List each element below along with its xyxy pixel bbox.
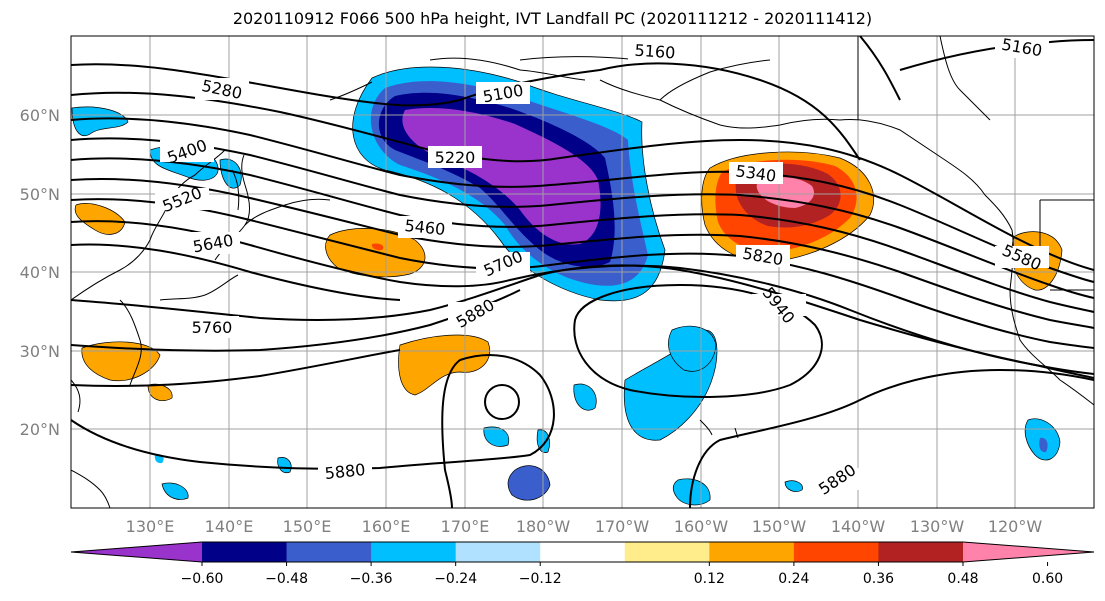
colorbar-segment bbox=[709, 542, 795, 562]
lon-label: 140°W bbox=[831, 517, 886, 536]
colorbar-tick-label: −0.12 bbox=[519, 571, 562, 587]
colorbar-tick-label: 0.12 bbox=[694, 571, 725, 587]
colorbar-tick-label: 0.48 bbox=[947, 571, 978, 587]
colorbar-tick-label: −0.60 bbox=[181, 571, 224, 587]
colorbar-segment bbox=[371, 542, 457, 562]
longitude-labels: 130°E 140°E 150°E 160°E 170°E 180°W 170°… bbox=[126, 517, 1043, 536]
lon-label: 160°E bbox=[362, 517, 411, 536]
colorbar: −0.60 −0.48 −0.36 −0.24 −0.12 0.12 0.24 0.36 0.4… bbox=[70, 541, 1095, 587]
colorbar-segment bbox=[540, 542, 626, 562]
lat-label: 30°N bbox=[20, 342, 60, 361]
colorbar-segment bbox=[878, 542, 964, 562]
colorbar-tick-label: −0.36 bbox=[350, 571, 393, 587]
lon-label: 140°E bbox=[205, 517, 254, 536]
lat-label: 40°N bbox=[20, 263, 60, 282]
lon-label: 120°W bbox=[988, 517, 1043, 536]
lon-label: 180°W bbox=[516, 517, 571, 536]
colorbar-tick-label: 0.36 bbox=[863, 571, 894, 587]
colorbar-extend-high bbox=[963, 542, 1094, 562]
lon-label: 130°E bbox=[126, 517, 175, 536]
colorbar-tick-label: 0.24 bbox=[778, 571, 809, 587]
colorbar-extend-low bbox=[71, 542, 202, 562]
colorbar-segment bbox=[624, 542, 710, 562]
colorbar-segment bbox=[202, 542, 288, 562]
colorbar-segment bbox=[455, 542, 541, 562]
map-frame bbox=[70, 35, 1095, 509]
colorbar-segment bbox=[286, 542, 372, 562]
lat-label: 50°N bbox=[20, 185, 60, 204]
lon-label: 150°E bbox=[283, 517, 332, 536]
colorbar-tick-label: 0.60 bbox=[1032, 571, 1063, 587]
colorbar-tick-label: −0.48 bbox=[265, 571, 308, 587]
lat-label: 60°N bbox=[20, 106, 60, 125]
contour-label: 5220 bbox=[435, 148, 476, 167]
lon-label: 170°E bbox=[441, 517, 490, 536]
lon-label: 130°W bbox=[910, 517, 965, 536]
lat-label: 20°N bbox=[20, 420, 60, 439]
latitude-labels: 60°N 50°N 40°N 30°N 20°N bbox=[20, 106, 60, 439]
contour-label: 5160 bbox=[634, 41, 676, 63]
colorbar-tick-label: −0.24 bbox=[434, 571, 477, 587]
lon-label: 150°W bbox=[752, 517, 807, 536]
map-title: 2020110912 F066 500 hPa height, IVT Land… bbox=[232, 9, 873, 28]
contour-label: 5460 bbox=[404, 216, 446, 239]
colorbar-segment bbox=[793, 542, 879, 562]
contour-label: 5880 bbox=[324, 460, 366, 483]
lon-label: 160°W bbox=[674, 517, 729, 536]
lon-label: 170°W bbox=[595, 517, 650, 536]
contour-label: 5760 bbox=[192, 318, 233, 337]
